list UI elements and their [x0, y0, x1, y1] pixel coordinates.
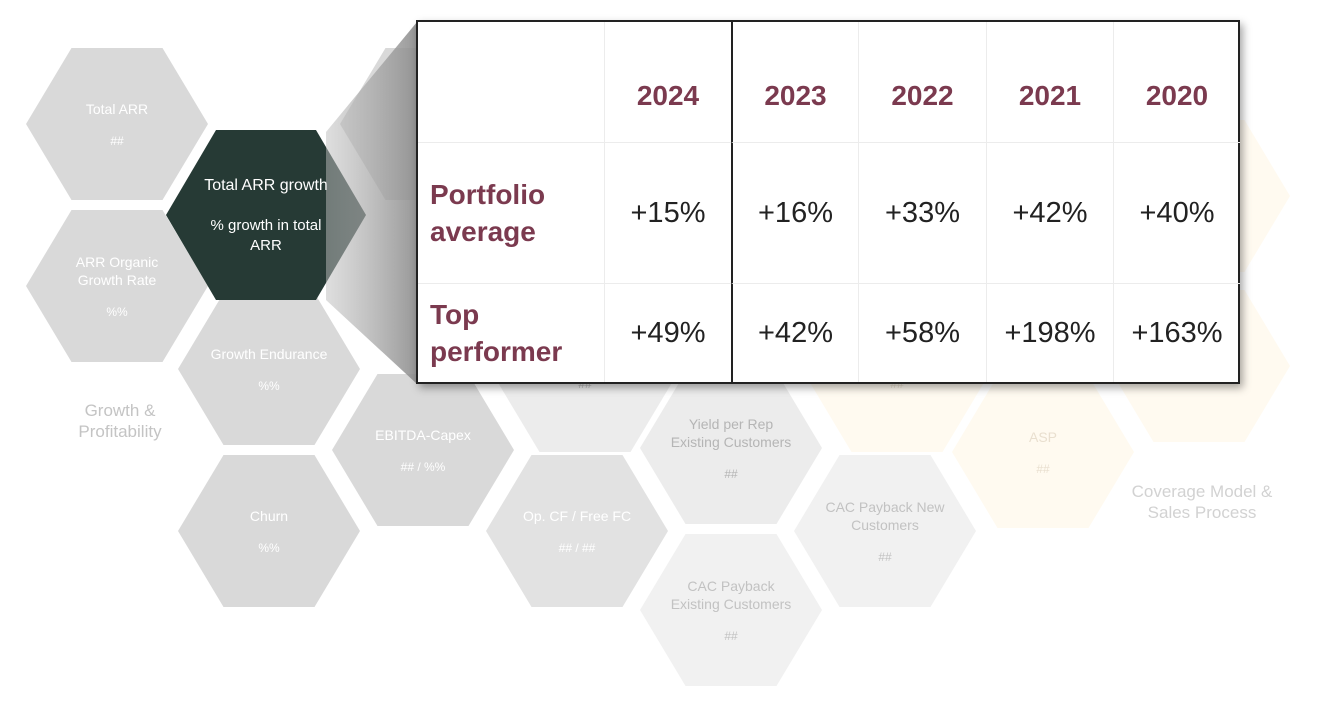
table-cell: +42% [731, 283, 858, 382]
table-cell: +16% [731, 142, 858, 283]
table-cell: +40% [1113, 142, 1240, 283]
hex-label: ASP [1028, 429, 1057, 445]
hex-label: Yield per Rep Existing Customers [670, 416, 792, 450]
year-header-2023: 2023 [731, 22, 858, 142]
hex-value: ## [878, 550, 892, 564]
table-cell: +198% [986, 283, 1113, 382]
hex-value: ## / %% [400, 460, 446, 474]
hex-label: CAC Payback New Customers [825, 499, 945, 533]
year-header-2024: 2024 [604, 22, 731, 142]
table-cell: +42% [986, 142, 1113, 283]
year-header-2020: 2020 [1113, 22, 1240, 142]
table-corner [418, 22, 604, 142]
growth-table: 2024 2023 2022 2021 2020 Portfolio avera… [416, 20, 1240, 384]
hex-value: %% [106, 305, 128, 319]
hex-value: %% [258, 541, 280, 555]
table-cell: +49% [604, 283, 731, 382]
table-cell: +163% [1113, 283, 1240, 382]
hex-label: ARR Organic Growth Rate [75, 254, 159, 288]
hex-label: CAC Payback Existing Customers [670, 578, 792, 612]
category-growth-profitability: Growth & Profitability [78, 401, 162, 441]
hex-value: %% [258, 379, 280, 393]
hex-label: Total ARR [85, 101, 149, 117]
hex-value: ## / ## [558, 541, 596, 555]
hex-growth-endurance: Growth Endurance %% [178, 293, 360, 445]
category-coverage-model: Coverage Model & Sales Process [1131, 482, 1273, 522]
hex-value: ## [724, 629, 738, 643]
hex-value: ## [110, 134, 124, 148]
year-header-2021: 2021 [986, 22, 1113, 142]
hex-label: EBITDA-Capex [375, 427, 471, 443]
hex-value: % growth in total ARR [210, 216, 322, 254]
table-cell: +15% [604, 142, 731, 283]
row-label-portfolio-average: Portfolio average [418, 142, 604, 283]
callout-wedge [326, 22, 417, 384]
hex-label: Total ARR growth [204, 176, 328, 194]
table-cell: +58% [858, 283, 986, 382]
hex-value: ## [1036, 462, 1050, 476]
hex-value: ## [724, 467, 738, 481]
hex-label: Churn [249, 508, 289, 524]
hex-label: Op. CF / Free FC [522, 508, 632, 524]
row-label-top-performer: Top performer [418, 283, 604, 382]
year-header-2022: 2022 [858, 22, 986, 142]
hex-ebitda-capex: EBITDA-Capex ## / %% [332, 374, 514, 526]
hex-label: Growth Endurance [210, 346, 328, 362]
table-cell: +33% [858, 142, 986, 283]
